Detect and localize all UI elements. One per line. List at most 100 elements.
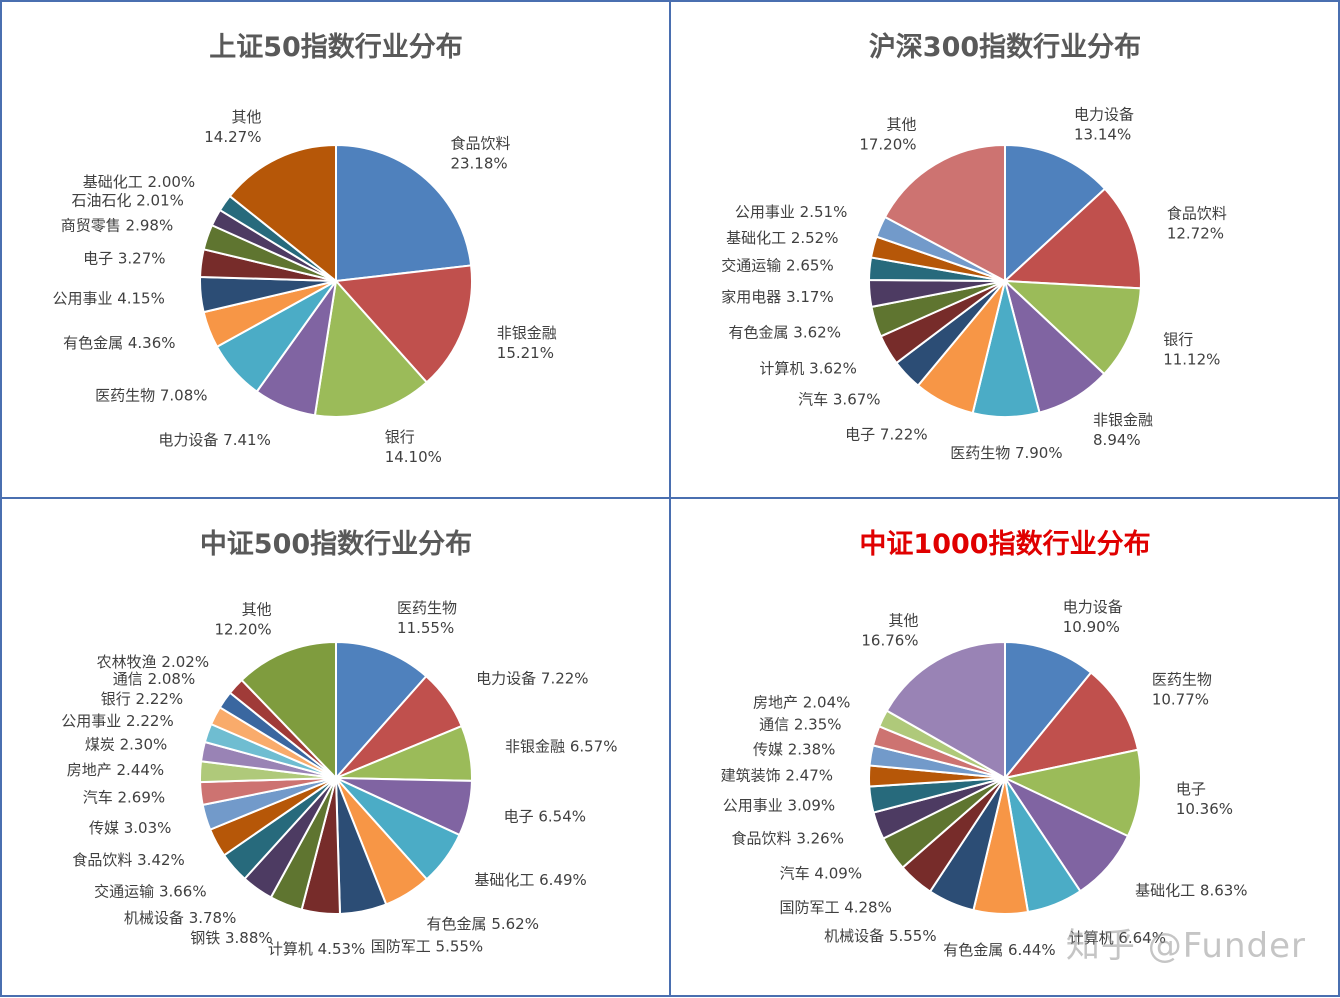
pie-slice bbox=[885, 640, 1006, 780]
chart-title: 上证50指数行业分布 bbox=[209, 31, 463, 63]
slice-label: 传媒 3.03% bbox=[89, 819, 171, 837]
slice-label: 通信 2.08% bbox=[113, 670, 195, 688]
slice-label-name: 银行 bbox=[385, 428, 415, 446]
pie-slice bbox=[883, 143, 1006, 283]
panel-csi1000: 中证1000指数行业分布 电力设备 10.90% 医药生物 10.77% 电子 10.36… bbox=[670, 498, 1340, 997]
slice-label-name: 银行 bbox=[1163, 331, 1193, 349]
slice-label-value: 16.76% bbox=[861, 631, 918, 649]
slice-label: 汽车 3.67% bbox=[798, 391, 880, 409]
slice-label: 计算机 6.64% bbox=[1069, 929, 1166, 947]
slice-label-value: 10.90% bbox=[1063, 618, 1120, 636]
slice-label: 国防军工 4.28% bbox=[779, 899, 891, 917]
pie-slice bbox=[228, 143, 337, 284]
panel-csi500: 中证500指数行业分布 医药生物 11.55% 电力设备 7.22% 非银金融 6.5… bbox=[0, 498, 670, 997]
slice-label: 有色金属 3.62% bbox=[729, 324, 841, 342]
slice-label: 公用事业 3.09% bbox=[723, 796, 835, 814]
pie-slices bbox=[199, 640, 473, 915]
slice-label: 有色金属 5.62% bbox=[427, 915, 539, 933]
slice-label: 电力设备 13.14% bbox=[1074, 105, 1134, 143]
pie-slice bbox=[1004, 143, 1107, 284]
slice-label: 非银金融 15.21% bbox=[497, 324, 557, 362]
slice-label: 有色金属 6.44% bbox=[943, 941, 1055, 959]
slice-label: 其他 17.20% bbox=[859, 116, 916, 154]
slice-label: 机械设备 5.55% bbox=[824, 927, 936, 945]
slice-label: 煤炭 2.30% bbox=[85, 736, 167, 754]
slice-label: 食品饮料 12.72% bbox=[1167, 205, 1227, 243]
slice-label-name: 非银金融 bbox=[1093, 411, 1153, 429]
slice-label: 其他 12.20% bbox=[214, 600, 271, 638]
slice-label: 医药生物 11.55% bbox=[397, 599, 457, 637]
slice-label: 基础化工 2.00% bbox=[83, 173, 195, 191]
slice-label-value: 12.72% bbox=[1167, 225, 1224, 243]
slice-label: 医药生物 7.90% bbox=[950, 444, 1062, 462]
pie-slices bbox=[867, 143, 1142, 418]
slice-label-name: 电子 bbox=[1176, 780, 1206, 798]
slice-label-name: 医药生物 bbox=[1152, 670, 1212, 688]
pie-labels: 食品饮料 23.18% 非银金融 15.21% 银行 14.10% 电力设备 7.41% 医药… bbox=[52, 108, 556, 466]
slice-label: 非银金融 8.94% bbox=[1093, 411, 1153, 449]
slice-label: 医药生物 10.77% bbox=[1152, 670, 1212, 708]
pie-slice bbox=[1001, 748, 1142, 838]
slice-label-value: 11.12% bbox=[1163, 351, 1220, 369]
watermark: 知乎 @Funder bbox=[1065, 926, 1306, 966]
slice-label-value: 17.20% bbox=[859, 136, 916, 154]
chart-title: 中证500指数行业分布 bbox=[200, 528, 472, 560]
slice-label: 石油石化 2.01% bbox=[71, 192, 183, 210]
pie-slice bbox=[1002, 671, 1140, 780]
slice-label: 基础化工 6.49% bbox=[474, 871, 586, 889]
pie-slice bbox=[240, 640, 337, 781]
slice-label-value: 10.36% bbox=[1176, 800, 1233, 818]
slice-label: 国防军工 5.55% bbox=[371, 937, 483, 955]
pie-slice bbox=[335, 143, 473, 283]
slice-label: 建筑装饰 2.47% bbox=[721, 766, 833, 784]
pie-labels: 医药生物 11.55% 电力设备 7.22% 非银金融 6.57% 电子 6.54% 基础… bbox=[61, 599, 617, 958]
slice-label: 农林牧渔 2.02% bbox=[97, 653, 209, 671]
slice-label: 传媒 2.38% bbox=[753, 740, 835, 758]
slice-label: 钢铁 3.88% bbox=[190, 929, 272, 947]
slice-label-value: 11.55% bbox=[397, 619, 454, 637]
slice-label: 房地产 2.44% bbox=[67, 761, 164, 779]
slice-label: 其他 16.76% bbox=[861, 611, 918, 649]
panel-csi300: 沪深300指数行业分布 电力设备 13.14% 食品饮料 12.72% 银行 11.12%… bbox=[670, 0, 1340, 498]
slice-label: 食品饮料 3.26% bbox=[732, 829, 844, 847]
slice-label: 计算机 3.62% bbox=[759, 359, 856, 377]
pie-slice bbox=[1004, 640, 1093, 781]
slice-label: 电子 3.27% bbox=[83, 249, 165, 267]
slice-label: 有色金属 4.36% bbox=[63, 334, 175, 352]
slice-label: 食品饮料 3.42% bbox=[72, 851, 184, 869]
slice-label: 银行 2.22% bbox=[101, 690, 183, 708]
pie-slice bbox=[313, 278, 429, 418]
slice-label-name: 其他 bbox=[887, 116, 917, 134]
slice-label: 医药生物 7.08% bbox=[95, 386, 207, 404]
slice-label: 公用事业 2.51% bbox=[735, 203, 847, 221]
panel-sse50: 上证50指数行业分布 食品饮料 23.18% 非银金融 15.21% 银行 14.10% 电… bbox=[0, 0, 670, 498]
slice-label-name: 食品饮料 bbox=[1167, 205, 1227, 223]
slice-label: 食品饮料 23.18% bbox=[450, 135, 510, 173]
slice-label-value: 13.14% bbox=[1074, 125, 1131, 143]
slice-label: 电子 7.22% bbox=[845, 426, 927, 444]
slice-label: 电子 10.36% bbox=[1176, 780, 1233, 818]
slice-label-name: 其他 bbox=[889, 611, 919, 629]
pie-labels: 电力设备 10.90% 医药生物 10.77% 电子 10.36% 基础化工 8.63% 计算… bbox=[721, 598, 1248, 959]
slice-label: 电力设备 7.41% bbox=[158, 431, 270, 449]
slice-label-name: 医药生物 bbox=[397, 599, 457, 617]
slice-label: 基础化工 2.52% bbox=[726, 229, 838, 247]
slice-label-name: 食品饮料 bbox=[450, 135, 510, 153]
pie-chart-csi500: 中证500指数行业分布 医药生物 11.55% 电力设备 7.22% 非银金融 6.5… bbox=[61, 528, 617, 958]
chart-title: 沪深300指数行业分布 bbox=[869, 31, 1141, 63]
slice-label-value: 23.18% bbox=[450, 155, 507, 173]
slice-label: 汽车 2.69% bbox=[83, 789, 165, 807]
slice-label: 家用电器 3.17% bbox=[721, 288, 833, 306]
slice-label: 银行 11.12% bbox=[1163, 331, 1220, 369]
slice-label: 房地产 2.04% bbox=[753, 694, 850, 712]
slice-label: 基础化工 8.63% bbox=[1135, 881, 1247, 899]
slice-label-value: 12.20% bbox=[214, 620, 271, 638]
slice-label: 公用事业 4.15% bbox=[52, 289, 164, 307]
slice-label-value: 14.10% bbox=[385, 448, 442, 466]
pie-chart-sse50: 上证50指数行业分布 食品饮料 23.18% 非银金融 15.21% 银行 14.10% 电… bbox=[52, 31, 556, 466]
pie-slices bbox=[868, 640, 1142, 915]
slice-label: 商贸零售 2.98% bbox=[61, 216, 173, 234]
slice-label: 机械设备 3.78% bbox=[124, 909, 236, 927]
pie-slice bbox=[335, 640, 428, 781]
